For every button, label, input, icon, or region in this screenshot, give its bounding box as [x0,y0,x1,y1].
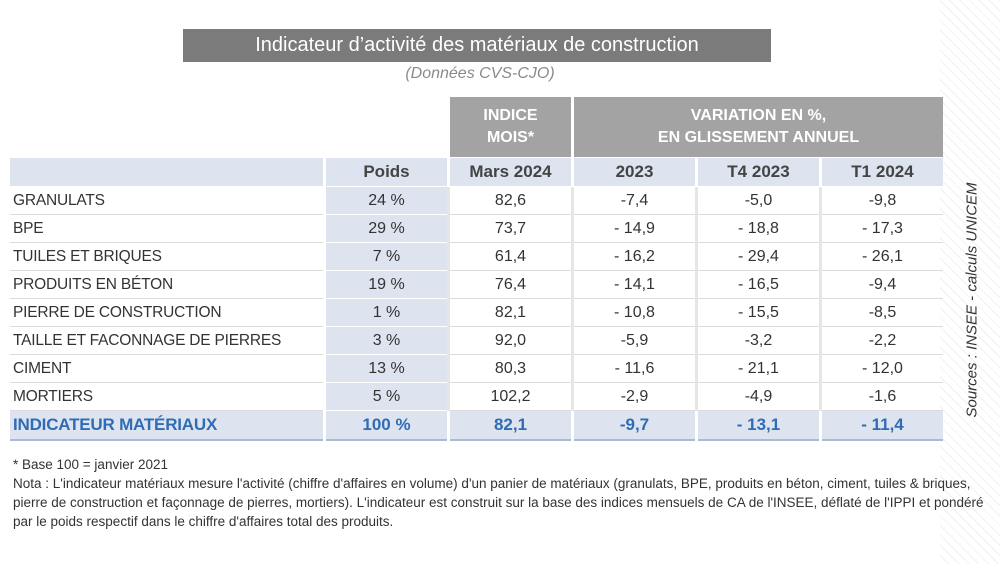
cell: 100 % [323,410,449,441]
table-row: INDICATEUR MATÉRIAUX 100 % 82,1 -9,7- 13,1-… [10,410,943,441]
footnote: * Base 100 = janvier 2021 [13,457,168,472]
row-label: PIERRE DE CONSTRUCTION [10,298,325,327]
cell: 82,1 [447,298,573,327]
column-header: 2023 [571,157,697,187]
subtitle: (Données CVS-CJO) [405,65,555,82]
nota: Nota : L'indicateur matériaux mesure l'a… [13,476,984,529]
table-row: PRODUITS EN BÉTON 19 % 76,4- 14,1- 16,5 -9,… [10,270,943,299]
cell: -1,6 [819,382,943,411]
row-label: TUILES ET BRIQUES [10,242,325,271]
cell: - 29,4 [695,242,821,271]
table-row: MORTIERS 5 % 102,2 -2,9 -4,9 -1,6 [10,382,943,411]
row-label: INDICATEUR MATÉRIAUX [10,410,325,441]
row-label: CIMENT [10,354,325,383]
column-header: T1 2024 [819,157,943,187]
group-line: VARIATION EN %, [690,107,827,124]
cell: -2,9 [571,382,697,411]
row-label: GRANULATS [10,186,325,215]
column-header: Poids [323,157,449,187]
cell: - 14,9 [571,214,697,243]
cell: 3 % [323,326,449,355]
cell: - 11,6 [571,354,697,383]
group-header: VARIATION EN %, EN GLISSEMENT ANNUEL [571,97,943,158]
row-label: BPE [10,214,325,243]
cell: 5 % [323,382,449,411]
title: Indicateur d’activité des matériaux de c… [183,29,771,62]
cell: 7 % [323,242,449,271]
cell: -5,0 [695,186,821,215]
table-row: GRANULATS 24 % 82,6 -7,4 -5,0 -9,8 [10,186,943,215]
cell: -2,2 [819,326,943,355]
group-line: INDICE [483,107,538,124]
group-line: EN GLISSEMENT ANNUEL [657,129,860,146]
cell: - 11,4 [819,410,943,441]
cell: -9,7 [571,410,697,441]
notes: * Base 100 = janvier 2021 Nota : L'indic… [13,455,988,531]
group-header: INDICE MOIS* [447,97,573,158]
cell: -8,5 [819,298,943,327]
table-body: GRANULATS 24 % 82,6 -7,4 -5,0 -9,8 BPE 29 % 73,7… [10,186,943,441]
cell: 92,0 [447,326,573,355]
cell: - 13,1 [695,410,821,441]
cell: - 15,5 [695,298,821,327]
cell: - 16,5 [695,270,821,299]
empty-cell [10,97,449,158]
cell: 24 % [323,186,449,215]
row-label: PRODUITS EN BÉTON [10,270,325,299]
cell: 29 % [323,214,449,243]
cell: -3,2 [695,326,821,355]
cell: 82,6 [447,186,573,215]
cell: -9,4 [819,270,943,299]
empty-cell [10,157,325,187]
cell: -7,4 [571,186,697,215]
table-row: PIERRE DE CONSTRUCTION 1 % 82,1- 10,8- 15,… [10,298,943,327]
cell: 80,3 [447,354,573,383]
table-row: BPE 29 % 73,7- 14,9- 18,8- 17,3 [10,214,943,243]
cell: - 12,0 [819,354,943,383]
cell: 73,7 [447,214,573,243]
cell: 1 % [323,298,449,327]
table-row: TAILLE ET FACONNAGE DE PIERRES 3 % 92,0 -5,… [10,326,943,355]
table: INDICE MOIS* VARIATION EN %, EN GLISSEMENT… [10,97,943,441]
cell: - 16,2 [571,242,697,271]
column-header: Mars 2024 [447,157,573,187]
cell: 13 % [323,354,449,383]
cell: 76,4 [447,270,573,299]
cell: 61,4 [447,242,573,271]
cell: - 17,3 [819,214,943,243]
row-label: MORTIERS [10,382,325,411]
row-label: TAILLE ET FACONNAGE DE PIERRES [10,326,325,355]
cell: -5,9 [571,326,697,355]
cell: -9,8 [819,186,943,215]
cell: - 18,8 [695,214,821,243]
cell: 19 % [323,270,449,299]
cell: -4,9 [695,382,821,411]
cell: - 21,1 [695,354,821,383]
column-header-row: Poids Mars 2024 2023 T4 2023 T1 2024 [10,157,943,187]
background-pattern [940,0,1000,564]
cell: 102,2 [447,382,573,411]
cell: - 26,1 [819,242,943,271]
column-header: T4 2023 [695,157,821,187]
cell: - 10,8 [571,298,697,327]
table-row: CIMENT 13 % 80,3- 11,6- 21,1- 12,0 [10,354,943,383]
table-row: TUILES ET BRIQUES 7 % 61,4- 16,2- 29,4- 26… [10,242,943,271]
group-line: MOIS* [486,129,535,146]
source: Sources : INSEE - calculs UNICEM [963,182,981,418]
cell: - 14,1 [571,270,697,299]
group-header-row: INDICE MOIS* VARIATION EN %, EN GLISSEMENT… [10,97,943,158]
cell: 82,1 [447,410,573,441]
